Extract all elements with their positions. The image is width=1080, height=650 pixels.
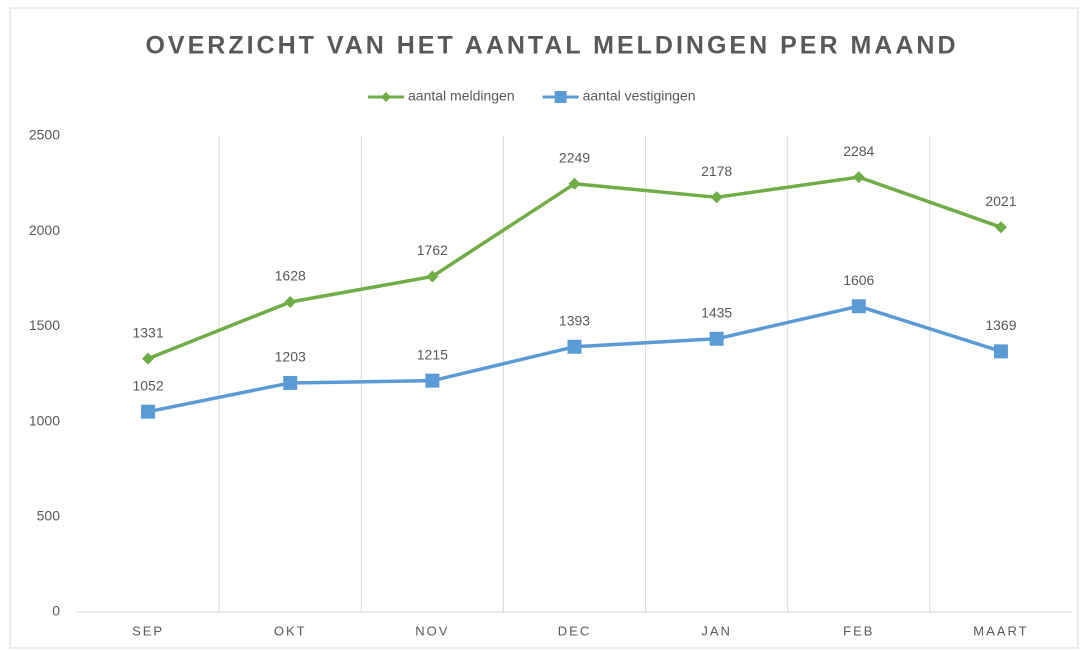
data-label: 1369 <box>985 317 1016 333</box>
data-label: 1435 <box>701 304 732 320</box>
data-label: 1331 <box>132 324 163 340</box>
legend-marker <box>554 91 567 103</box>
marker <box>283 375 298 390</box>
data-label: 1606 <box>843 272 874 288</box>
data-label: 2249 <box>559 149 590 165</box>
marker <box>567 339 582 354</box>
marker <box>710 191 723 204</box>
marker <box>851 299 866 314</box>
data-label: 1215 <box>417 346 448 362</box>
marker <box>994 221 1007 234</box>
marker <box>141 404 156 419</box>
y-tick-label: 2500 <box>29 127 60 143</box>
data-label: 2284 <box>843 143 874 159</box>
legend-label: aantal vestigingen <box>583 88 696 104</box>
y-tick-label: 1500 <box>29 317 60 333</box>
data-label: 2021 <box>985 193 1016 209</box>
data-label: 1203 <box>275 349 306 365</box>
x-tick-label: OKT <box>274 623 307 638</box>
marker <box>142 352 155 365</box>
marker <box>284 296 297 309</box>
x-tick-label: MAART <box>973 623 1028 638</box>
legend-marker <box>381 92 391 102</box>
chart-border <box>9 7 1079 649</box>
x-tick-label: NOV <box>415 623 449 638</box>
chart-title: OVERZICHT VAN HET AANTAL MELDINGEN PER M… <box>145 32 958 60</box>
y-tick-label: 500 <box>37 508 61 524</box>
y-tick-label: 2000 <box>29 222 60 238</box>
x-tick-label: DEC <box>558 623 591 638</box>
marker <box>426 270 439 283</box>
x-tick-label: JAN <box>701 623 732 638</box>
x-tick-label: SEP <box>132 623 164 638</box>
data-label: 1628 <box>275 268 306 284</box>
data-label: 1393 <box>559 312 590 328</box>
marker <box>852 171 865 184</box>
marker <box>568 177 581 190</box>
data-label: 1762 <box>417 242 448 258</box>
data-label: 2178 <box>701 163 732 179</box>
marker <box>425 373 440 388</box>
x-tick-label: FEB <box>843 623 874 638</box>
marker <box>709 331 724 346</box>
marker <box>993 344 1008 359</box>
data-label: 1052 <box>132 377 163 393</box>
legend-label: aantal meldingen <box>408 88 515 104</box>
y-tick-label: 1000 <box>29 412 60 428</box>
y-tick-label: 0 <box>52 603 60 619</box>
